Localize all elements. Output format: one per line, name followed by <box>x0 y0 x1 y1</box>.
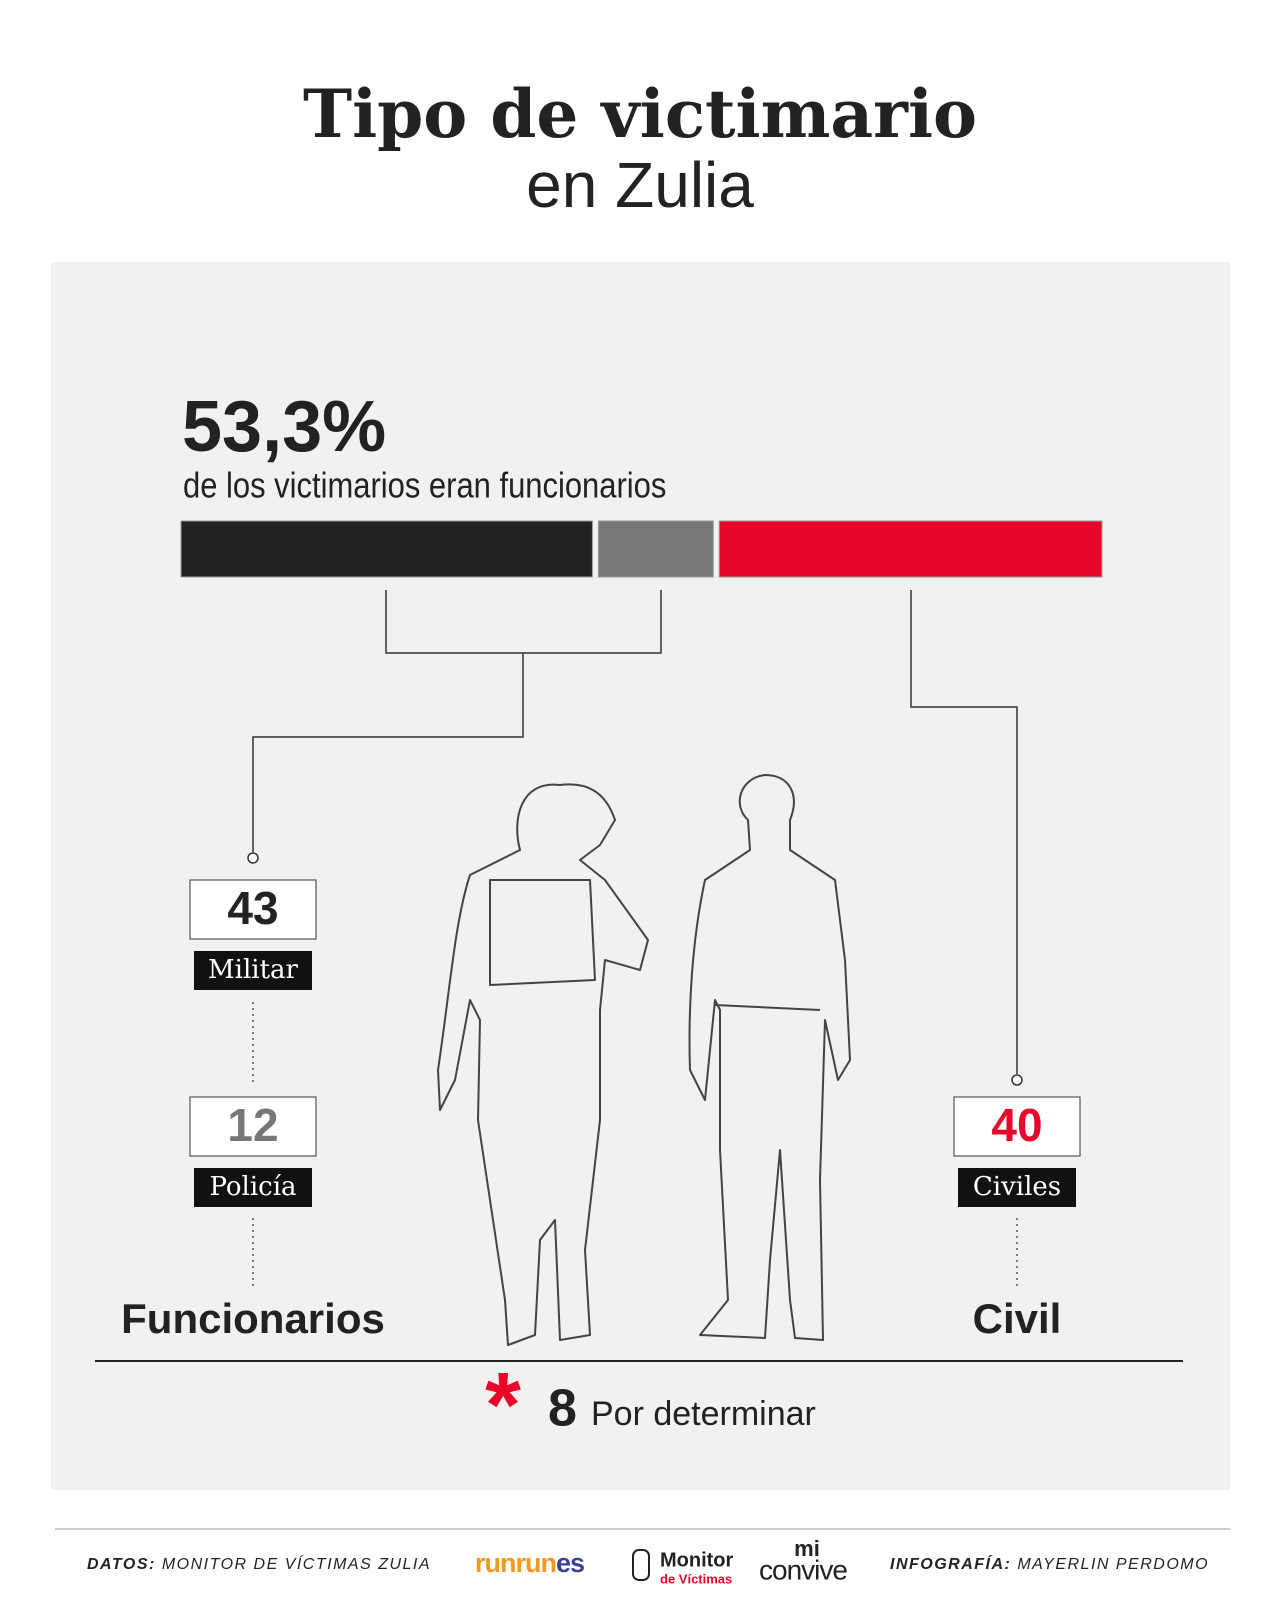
logo-monitor: Monitor <box>660 1549 734 1571</box>
series-name: Policía <box>209 1172 296 1202</box>
undetermined-value: 8 <box>548 1380 577 1438</box>
logo-monitor-sub: de Víctimas <box>660 1571 732 1586</box>
logo-runrunes: runrunes <box>475 1548 584 1578</box>
value-label: 43 <box>227 882 278 934</box>
name-box <box>958 1168 1076 1207</box>
value-box <box>189 1096 317 1157</box>
footer-credit-label: INFOGRAFÍA: <box>890 1554 1011 1573</box>
bar-segment <box>180 520 593 578</box>
value-label: 40 <box>991 1099 1042 1151</box>
figures <box>437 774 851 1346</box>
chart-title: Tipo de victimario <box>303 75 977 153</box>
highlight: 53,3% <box>182 387 386 467</box>
footer-data-source: MONITOR DE VÍCTIMAS ZULIA <box>162 1554 431 1573</box>
footer-credit: INFOGRAFÍA: MAYERLIN PERDOMO <box>890 1554 1209 1573</box>
logo-part: runrun <box>475 1548 556 1578</box>
name-box <box>194 1168 312 1207</box>
value-box <box>189 879 317 940</box>
chart-subtitle: en Zulia <box>526 149 754 221</box>
group-label: Civil <box>973 1295 1062 1342</box>
asterisk: * <box>485 1354 521 1456</box>
highlight-text: de los victimarios eran funcionarios <box>183 466 666 506</box>
panel <box>51 262 1230 1490</box>
footer-credit-name: MAYERLIN PERDOMO <box>1017 1556 1209 1573</box>
footer-source: DATOS: MONITOR DE VÍCTIMAS ZULIA <box>87 1554 431 1573</box>
undetermined-label: Por determinar <box>591 1395 816 1433</box>
group-label: Funcionarios <box>121 1295 385 1342</box>
logo-part: es <box>556 1548 584 1578</box>
connectors <box>247 590 1023 1290</box>
series-name: Civiles <box>973 1172 1061 1202</box>
name-box <box>194 951 312 990</box>
series-name: Militar <box>208 955 299 985</box>
footer-data-label: DATOS: <box>87 1556 156 1573</box>
bar-segment <box>597 520 714 578</box>
bar-segment <box>718 520 1103 578</box>
logo-convive: convive <box>759 1554 847 1585</box>
value-box <box>953 1096 1081 1157</box>
logo-mi: mi <box>794 1536 820 1561</box>
logo-icon <box>632 1549 650 1581</box>
value-label: 12 <box>227 1099 278 1151</box>
